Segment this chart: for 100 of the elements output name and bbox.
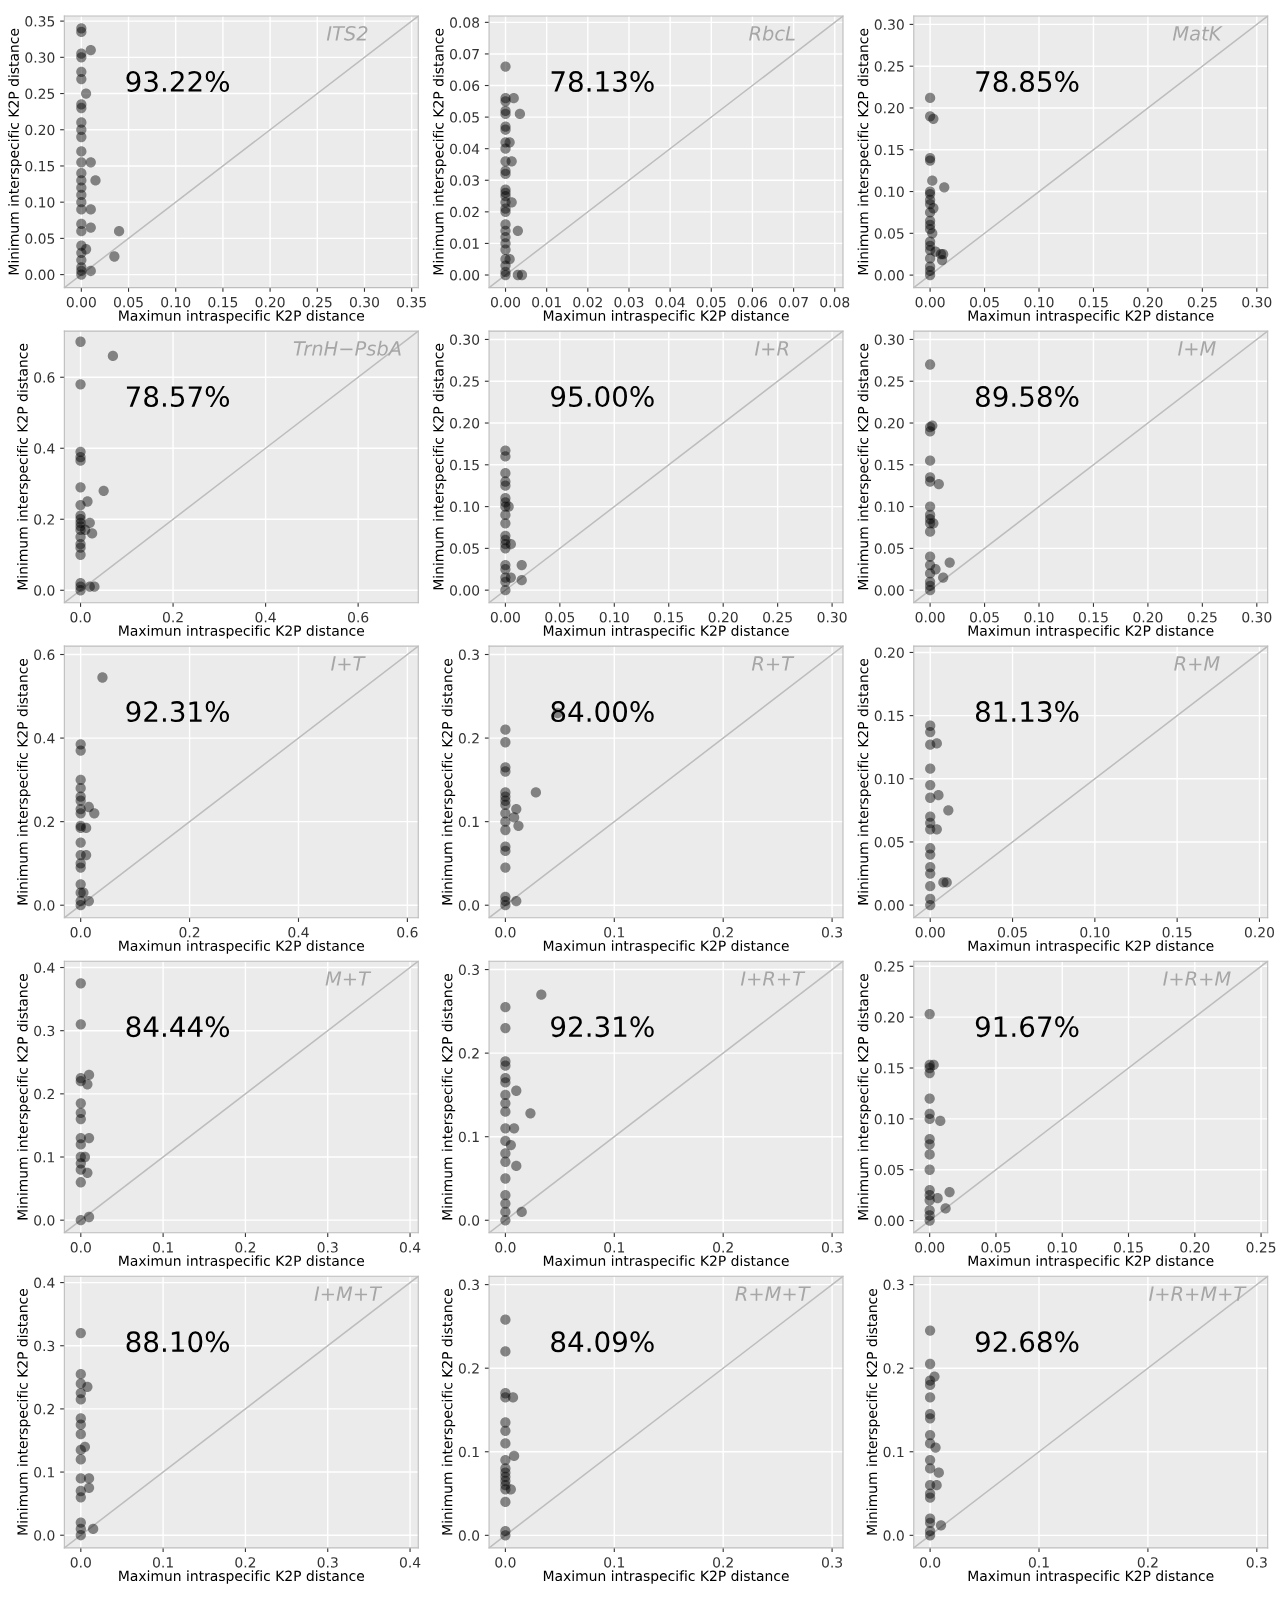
y-tick-label: 0.02 [450, 206, 479, 218]
point [924, 476, 936, 487]
point [516, 559, 527, 571]
y-tick-label: 0.2 [34, 816, 54, 828]
point [500, 168, 511, 180]
point [75, 585, 86, 596]
point [929, 1371, 940, 1382]
point [525, 1108, 536, 1119]
point [935, 1115, 946, 1127]
point [924, 1492, 936, 1503]
y-tick-label: 0.10 [874, 186, 904, 198]
y-tick-label: 0.20 [874, 102, 904, 114]
annotation: 78.85% [976, 70, 1079, 92]
point [500, 766, 511, 777]
point [85, 222, 96, 233]
y-axis-title: Minimum interspecific K2P distance [441, 973, 456, 1220]
point [508, 93, 519, 104]
y-tick-label: 0.15 [874, 710, 904, 722]
y-tick-label: 0.0 [34, 900, 55, 911]
y-tick-label: 0.6 [34, 649, 55, 660]
y-tick-label: 0.2 [34, 514, 54, 525]
y-axis-title: Minimum interspecific K2P distance [17, 1288, 31, 1535]
y-axis-title: Minimum interspecific K2P distance [17, 973, 31, 1220]
point [500, 244, 511, 255]
point [928, 518, 939, 529]
point [75, 336, 86, 347]
point [76, 157, 87, 168]
x-tick-label: 0.25 [1187, 296, 1217, 308]
point [80, 822, 92, 834]
y-tick-label: 0.15 [874, 459, 904, 471]
x-tick-label: 0.0 [495, 927, 516, 938]
y-tick-label: 0.20 [874, 417, 904, 429]
point [500, 451, 511, 462]
point [500, 518, 511, 529]
y-tick-label: 0.10 [874, 501, 904, 513]
chart-title: ITS2 [326, 25, 368, 41]
y-tick-label: 0.00 [874, 900, 904, 911]
point [500, 108, 511, 120]
x-tick-label: 0.08 [820, 296, 850, 308]
y-tick-label: 0.3 [458, 1279, 479, 1291]
y-tick-label: 0.15 [874, 1062, 904, 1074]
y-tick-label: 0.4 [34, 962, 55, 973]
annotation: 89.58% [975, 386, 1079, 408]
point [500, 564, 511, 575]
y-tick-label: 0.1 [34, 1467, 55, 1478]
point [927, 228, 938, 239]
x-tick-label: 0.04 [655, 296, 685, 308]
point [936, 254, 948, 266]
x-tick-label: 0.1 [152, 1557, 173, 1568]
annotation: 91.67% [975, 1016, 1079, 1038]
point [504, 254, 515, 265]
x-tick-label: 0.6 [397, 927, 418, 938]
point [516, 574, 527, 586]
point [924, 359, 936, 370]
point [924, 1164, 935, 1175]
y-tick-label: 0.04 [450, 143, 480, 155]
point [924, 551, 936, 562]
point [924, 92, 936, 104]
point [924, 1358, 936, 1370]
point [500, 808, 511, 819]
point [80, 88, 92, 99]
point [930, 564, 941, 575]
point [925, 849, 936, 860]
y-tick-label: 0.3 [458, 649, 479, 660]
point [924, 269, 936, 281]
x-tick-label: 0.2 [179, 927, 200, 938]
point [500, 1077, 511, 1088]
point [504, 137, 515, 148]
y-tick-label: 0.3 [458, 964, 479, 976]
annotation: 92.68% [975, 1331, 1079, 1353]
point [76, 73, 87, 85]
point [530, 787, 542, 798]
x-tick-label: 0.00 [915, 611, 945, 623]
point [924, 1454, 936, 1466]
point [75, 549, 86, 560]
y-tick-label: 0.25 [874, 61, 904, 72]
y-tick-label: 0.2 [34, 1403, 54, 1415]
point [500, 1314, 511, 1325]
x-tick-label: 0.0 [70, 611, 91, 623]
point [500, 468, 511, 479]
point [505, 1139, 516, 1151]
point [944, 1186, 955, 1198]
x-tick-label: 0.03 [614, 296, 644, 308]
y-tick-label: 0.05 [25, 233, 55, 244]
annotation: 81.13% [975, 701, 1079, 723]
y-tick-label: 0.2 [458, 1363, 479, 1374]
x-tick-label: 0.3 [317, 1557, 338, 1568]
x-tick-label: 0.2 [1137, 1557, 1158, 1568]
point [938, 572, 949, 583]
point [511, 1160, 522, 1172]
x-axis-title: Maximun intraspecific K2P distance [119, 310, 365, 324]
y-tick-label: 0.4 [34, 733, 55, 744]
y-tick-label: 0.05 [874, 228, 904, 239]
y-tick-label: 0.3 [883, 1279, 904, 1291]
y-tick-label: 0.25 [25, 88, 55, 100]
point [83, 801, 94, 813]
point [924, 526, 936, 537]
x-tick-label: 0.15 [1113, 1242, 1143, 1253]
x-axis-title: Maximun intraspecific K2P distance [968, 1255, 1214, 1269]
x-tick-label: 0.0 [495, 1557, 516, 1568]
